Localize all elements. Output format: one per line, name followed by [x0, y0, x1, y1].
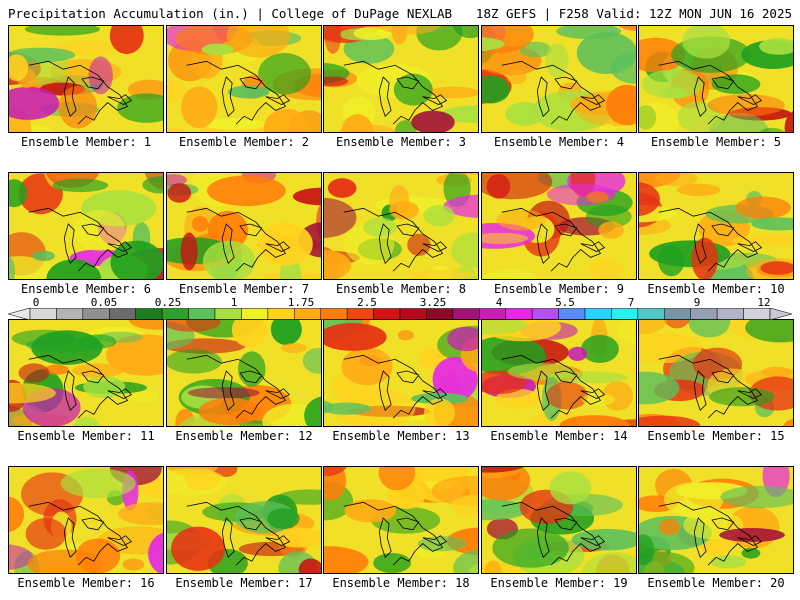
ensemble-map — [638, 172, 794, 280]
colorbar-tick-label: 9 — [693, 296, 701, 309]
ensemble-member-label: Ensemble Member: 7 — [178, 282, 310, 296]
ensemble-member-label: Ensemble Member: 10 — [647, 282, 785, 296]
ensemble-member-label: Ensemble Member: 20 — [647, 576, 785, 590]
colorbar-tick-label: 3.25 — [419, 296, 447, 309]
ensemble-map — [166, 172, 322, 280]
colorbar-tick-label: 7 — [627, 296, 635, 309]
ensemble-map — [481, 25, 637, 133]
colorbar-tick-label: 5.5 — [555, 296, 575, 309]
colorbar-tick-label: 0.25 — [154, 296, 182, 309]
ensemble-map — [323, 172, 479, 280]
colorbar-tick-label: 0 — [32, 296, 40, 309]
ensemble-map — [323, 466, 479, 574]
ensemble-map — [481, 466, 637, 574]
colorbar-tick-label: 0.05 — [90, 296, 118, 309]
ensemble-map — [323, 25, 479, 133]
map-title: Precipitation Accumulation (in.) | Colle… — [8, 6, 453, 21]
ensemble-map — [8, 319, 164, 427]
colorbar-scale — [8, 308, 792, 320]
ensemble-map — [8, 25, 164, 133]
colorbar-tick-label: 12 — [757, 296, 771, 309]
ensemble-map — [638, 319, 794, 427]
ensemble-member-label: Ensemble Member: 9 — [493, 282, 625, 296]
ensemble-member-label: Ensemble Member: 4 — [493, 135, 625, 149]
ensemble-member-label: Ensemble Member: 17 — [175, 576, 313, 590]
ensemble-member-label: Ensemble Member: 13 — [332, 429, 470, 443]
ensemble-member-label: Ensemble Member: 12 — [175, 429, 313, 443]
ensemble-map — [8, 466, 164, 574]
ensemble-member-label: Ensemble Member: 3 — [335, 135, 467, 149]
ensemble-member-label: Ensemble Member: 8 — [335, 282, 467, 296]
ensemble-member-label: Ensemble Member: 6 — [20, 282, 152, 296]
ensemble-map — [481, 319, 637, 427]
header: Precipitation Accumulation (in.) | Colle… — [8, 4, 792, 22]
ensemble-member-label: Ensemble Member: 18 — [332, 576, 470, 590]
colorbar — [8, 308, 792, 320]
ensemble-member-label: Ensemble Member: 5 — [650, 135, 782, 149]
ensemble-map — [323, 319, 479, 427]
ensemble-member-label: Ensemble Member: 19 — [490, 576, 628, 590]
run-valid-time: 18Z GEFS | F258 Valid: 12Z MON JUN 16 20… — [475, 6, 792, 21]
ensemble-member-label: Ensemble Member: 16 — [17, 576, 155, 590]
colorbar-tick-label: 4 — [495, 296, 503, 309]
ensemble-map — [638, 466, 794, 574]
ensemble-map — [481, 172, 637, 280]
colorbar-tick-label: 1 — [230, 296, 238, 309]
ensemble-map — [8, 172, 164, 280]
ensemble-map — [638, 25, 794, 133]
ensemble-member-label: Ensemble Member: 1 — [20, 135, 152, 149]
ensemble-member-label: Ensemble Member: 14 — [490, 429, 628, 443]
ensemble-member-label: Ensemble Member: 2 — [178, 135, 310, 149]
ensemble-map — [166, 25, 322, 133]
colorbar-tick-label: 2.5 — [357, 296, 377, 309]
ensemble-member-label: Ensemble Member: 15 — [647, 429, 785, 443]
ensemble-map — [166, 466, 322, 574]
colorbar-tick-label: 1.75 — [287, 296, 315, 309]
ensemble-map — [166, 319, 322, 427]
ensemble-member-label: Ensemble Member: 11 — [17, 429, 155, 443]
colorbar-labels: 0 0.05 0.25 1 1.75 2.5 3.25 4 5.5 7 9 12 — [0, 296, 800, 309]
